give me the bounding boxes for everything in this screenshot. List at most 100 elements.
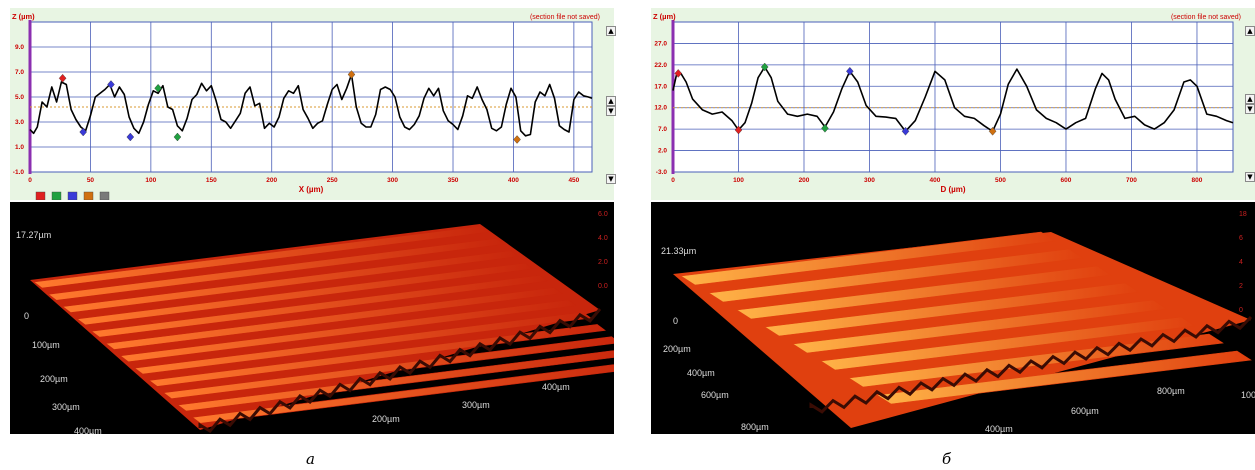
axis-3d-left-label: 200µm (663, 344, 691, 354)
profile-marker (79, 127, 87, 137)
surface-3d-a: 17.27µm 0 100µm 200µm 300µm 400µm 200µm 300µm 40… (16, 211, 614, 434)
surface-ridge (792, 299, 1168, 354)
y-tick-label: 2.0 (658, 148, 667, 155)
axis-3d-left-label: 0 (24, 311, 29, 321)
color-scale-label: 0 (1239, 307, 1243, 314)
x-tick-label: 50 (87, 177, 95, 184)
x-tick-label: 400 (508, 177, 519, 184)
scroll-up-button-a[interactable]: ▲ (606, 26, 616, 36)
color-scale-label: 6 (1239, 235, 1243, 242)
x-tick-label: 700 (1126, 177, 1137, 184)
profile-chart-a: 0 50 100 150 200 250 300 350 400 450 -1.0 1.0 3.0 5.0… (10, 8, 616, 200)
y-tick-label: -3.0 (656, 169, 668, 176)
surface-ridge (47, 237, 506, 301)
axis-3d-front-label: 100 (1241, 390, 1255, 400)
color-scale-label: 2.0 (598, 259, 608, 266)
y-tick-label: 22.0 (654, 62, 667, 69)
axis-3d-left-label: 100µm (32, 340, 60, 350)
x-tick-label: 450 (568, 177, 579, 184)
scroll-down-button-a[interactable]: ▼ (606, 174, 616, 184)
surface-3d-view-a: 17.27µm 0 100µm 200µm 300µm 400µm 200µm 300µm 40… (10, 202, 614, 434)
y-tick-label: 9.0 (15, 44, 24, 51)
surface-ridge (62, 250, 520, 313)
color-scale-label: 4 (1239, 259, 1243, 266)
surface-front-edge (809, 315, 1253, 414)
color-scale-label: 2 (1239, 283, 1243, 290)
y-tick-label: -1.0 (13, 169, 25, 176)
y-tick-label: 5.0 (15, 94, 24, 101)
panel-a: 0 50 100 150 200 250 300 350 400 450 -1.0 1.0 3.0 5.0… (10, 8, 616, 434)
status-text: (section file not saved) (530, 14, 600, 21)
y-tick-label: 12.0 (654, 105, 667, 112)
color-scale-label: 0.0 (598, 283, 608, 290)
axis-3d-left-label: 0 (673, 316, 678, 326)
scroll-mid-button-b[interactable]: ▲ (1245, 94, 1255, 104)
surface-ridge (680, 231, 1056, 286)
profile-marker (347, 70, 356, 79)
z-axis-label: Z (µm) (12, 12, 35, 21)
scroll-mid-down-button-a[interactable]: ▼ (606, 106, 616, 116)
surface-ridge (764, 282, 1140, 337)
scroll-down-button-b[interactable]: ▼ (1245, 172, 1255, 182)
y-tick-label: 1.0 (15, 144, 24, 151)
surface-ridge (177, 350, 614, 412)
profile-marker (821, 123, 829, 133)
x-tick-label: 150 (206, 177, 217, 184)
height-label: 17.27µm (16, 230, 51, 240)
surface-ridge (105, 287, 563, 350)
surface-ridge (708, 248, 1084, 303)
x-tick-label: 300 (864, 177, 875, 184)
x-tick-label: 0 (671, 177, 675, 184)
surface-ridge (76, 262, 534, 326)
surface-ridge (876, 350, 1252, 405)
x-tick-label: 500 (995, 177, 1006, 184)
scroll-mid-button-a[interactable]: ▲ (606, 96, 616, 106)
y-tick-label: 3.0 (15, 119, 24, 126)
profile-marker (173, 132, 182, 142)
panel-letter-a: а (306, 450, 315, 468)
surface-ridge (820, 316, 1196, 371)
axis-3d-front-label: 300µm (462, 400, 490, 410)
x-tick-label: 200 (799, 177, 810, 184)
x-tick-label: 350 (448, 177, 459, 184)
profile-marker (674, 69, 683, 78)
scroll-mid-down-button-b[interactable]: ▼ (1245, 104, 1255, 114)
toolbar-marker-icon (67, 191, 78, 200)
surface-ridge (33, 225, 491, 289)
profile-marker (126, 132, 135, 142)
profile-marker (901, 126, 910, 136)
y-tick-label: 7.0 (658, 126, 667, 133)
surface-ridge (119, 299, 578, 363)
profile-marker (107, 80, 115, 89)
status-text: (section file not saved) (1171, 14, 1241, 21)
profile-plot-a: 0 50 100 150 200 250 300 350 400 450 -1.0 1.0 3.0 5.0… (12, 12, 600, 200)
z-axis-label: Z (µm) (653, 12, 676, 21)
plot-area (673, 22, 1233, 172)
toolbar-marker-icon (51, 191, 62, 200)
axis-3d-left-label: 200µm (40, 374, 68, 384)
x-axis-label: X (µm) (299, 185, 324, 194)
color-scale-label: 6.0 (598, 211, 608, 218)
axis-3d-front-label: 400µm (985, 424, 1013, 434)
x-tick-label: 100 (733, 177, 744, 184)
profile-marker (154, 83, 162, 93)
surface-3d-view-b: 21.33µm 0 200µm 400µm 600µm 800µm 400µm 600µm 80… (651, 202, 1255, 434)
color-scale-label: 18 (1239, 211, 1247, 218)
y-tick-label: 27.0 (654, 40, 667, 47)
axis-3d-left-label: 400µm (687, 368, 715, 378)
x-tick-label: 300 (387, 177, 398, 184)
profile-marker (734, 125, 743, 135)
scroll-up-button-b[interactable]: ▲ (1245, 26, 1255, 36)
axis-3d-left-label: 400µm (74, 426, 102, 434)
x-axis-label: D (µm) (940, 185, 965, 194)
axis-3d-front-label: 200µm (372, 414, 400, 424)
axis-3d-front-label: 800µm (1157, 386, 1185, 396)
profile-marker (58, 73, 67, 83)
toolbar-marker-icon (35, 191, 46, 200)
profile-chart-b: 0 100 200 300 400 500 600 700 800 -3.0 2.0 7.0 12.0 1… (651, 8, 1255, 200)
surface-ridge (191, 364, 614, 424)
profile-line (29, 73, 593, 137)
y-tick-label: 17.0 (654, 83, 667, 90)
surface-ridge (90, 274, 549, 338)
x-tick-label: 100 (145, 177, 156, 184)
